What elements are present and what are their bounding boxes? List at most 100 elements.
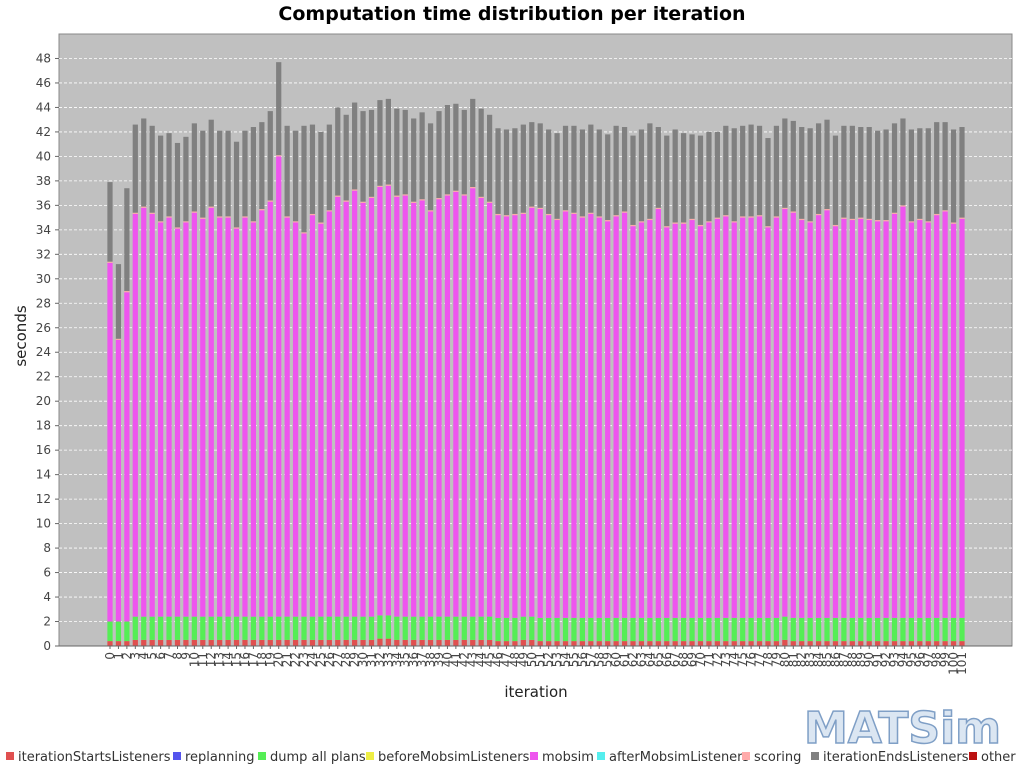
bar-segment [756, 125, 763, 216]
x-tick-label: 3 [128, 652, 142, 660]
bar-segment [368, 639, 375, 646]
y-tick-label: 40 [36, 149, 51, 163]
bar-segment [883, 129, 889, 221]
bar-segment [225, 130, 231, 217]
bar-segment [900, 206, 906, 618]
bar-segment [411, 616, 417, 640]
bar-segment [402, 109, 408, 195]
x-tick-label: 21 [280, 652, 294, 667]
bar-segment [588, 124, 594, 213]
y-tick-label: 18 [36, 419, 51, 433]
bar-segment [115, 641, 122, 646]
bar-segment [950, 617, 957, 642]
bar-segment [233, 141, 240, 228]
bar-segment [638, 222, 645, 618]
bar-segment [613, 125, 619, 216]
bar-segment [166, 639, 172, 646]
bar-segment [546, 129, 552, 214]
bar-segment [402, 195, 408, 617]
bar-segment [672, 617, 678, 642]
bar-segment [638, 641, 645, 646]
bar-segment [950, 222, 957, 224]
bar-segment [343, 200, 349, 202]
bar-segment [571, 641, 577, 646]
bar-segment [486, 639, 493, 646]
bar-segment [638, 129, 645, 222]
bar-segment [537, 207, 543, 210]
bar-segment [242, 216, 248, 218]
bar-segment [352, 189, 358, 191]
bar-segment [849, 617, 855, 642]
bar-segment [470, 98, 476, 187]
bar-segment [706, 641, 712, 646]
legend-label: iterationStartsListeners [18, 750, 171, 765]
bar-segment [681, 223, 687, 618]
bar-segment [723, 216, 729, 618]
bar-segment [824, 210, 830, 618]
bar-segment [427, 210, 434, 212]
bar-segment [107, 621, 113, 642]
bar-segment [782, 639, 788, 646]
bar-segment [242, 639, 248, 646]
x-tick-label: 5 [145, 652, 159, 660]
bar-segment [959, 127, 965, 218]
x-tick-label: 45 [483, 652, 497, 667]
bar-segment [647, 218, 653, 221]
y-tick-label: 12 [36, 492, 51, 506]
bar-segment [427, 123, 434, 211]
bar-segment [200, 616, 206, 640]
bar-segment [866, 127, 872, 219]
bar-segment [233, 227, 240, 229]
bar-segment [537, 617, 543, 642]
bar-segment [529, 206, 535, 208]
x-tick-label: 88 [845, 652, 859, 667]
bar-segment [681, 222, 687, 224]
bar-segment [166, 616, 172, 640]
x-tick-label: 84 [812, 652, 826, 667]
bar-segment [875, 641, 881, 646]
legend-swatch [258, 752, 266, 760]
bar-segment [655, 641, 661, 646]
bar-segment [638, 221, 645, 223]
bar-segment [689, 134, 695, 219]
bar-segment [579, 217, 586, 618]
bar-segment [740, 125, 746, 217]
bar-segment [562, 211, 569, 618]
bar-segment [605, 134, 611, 221]
x-tick-label: 41 [449, 652, 463, 667]
bar-segment [832, 641, 839, 646]
bar-segment [554, 641, 560, 646]
bar-segment [959, 641, 965, 646]
bar-segment [225, 217, 231, 617]
bar-segment [908, 129, 914, 222]
bar-segment [301, 232, 307, 234]
x-tick-label: 90 [862, 652, 876, 667]
bar-segment [613, 215, 619, 217]
x-tick-label: 69 [685, 652, 699, 667]
x-tick-label: 34 [390, 652, 404, 667]
bar-segment [478, 198, 484, 617]
bar-segment [714, 131, 720, 218]
bar-segment [217, 130, 223, 217]
bar-segment [529, 616, 535, 640]
bar-segment [158, 616, 164, 640]
bar-segment [436, 199, 442, 617]
bar-segment [630, 641, 636, 646]
bar-segment [217, 217, 223, 617]
bar-segment [158, 222, 164, 617]
y-tick-label: 46 [36, 76, 51, 90]
bar-segment [782, 207, 788, 210]
x-tick-label: 27 [331, 652, 345, 667]
bar-segment [605, 641, 611, 646]
x-tick-label: 52 [542, 652, 556, 667]
bar-segment [841, 617, 847, 642]
x-tick-label: 94 [896, 652, 910, 667]
bar-segment [427, 616, 434, 640]
bar-segment [672, 641, 678, 646]
bar-segment [301, 125, 307, 233]
bar-segment [453, 639, 459, 646]
bar-segment [124, 291, 130, 293]
bar-segment [149, 125, 155, 213]
bar-segment [554, 617, 560, 642]
bar-segment [773, 217, 780, 618]
